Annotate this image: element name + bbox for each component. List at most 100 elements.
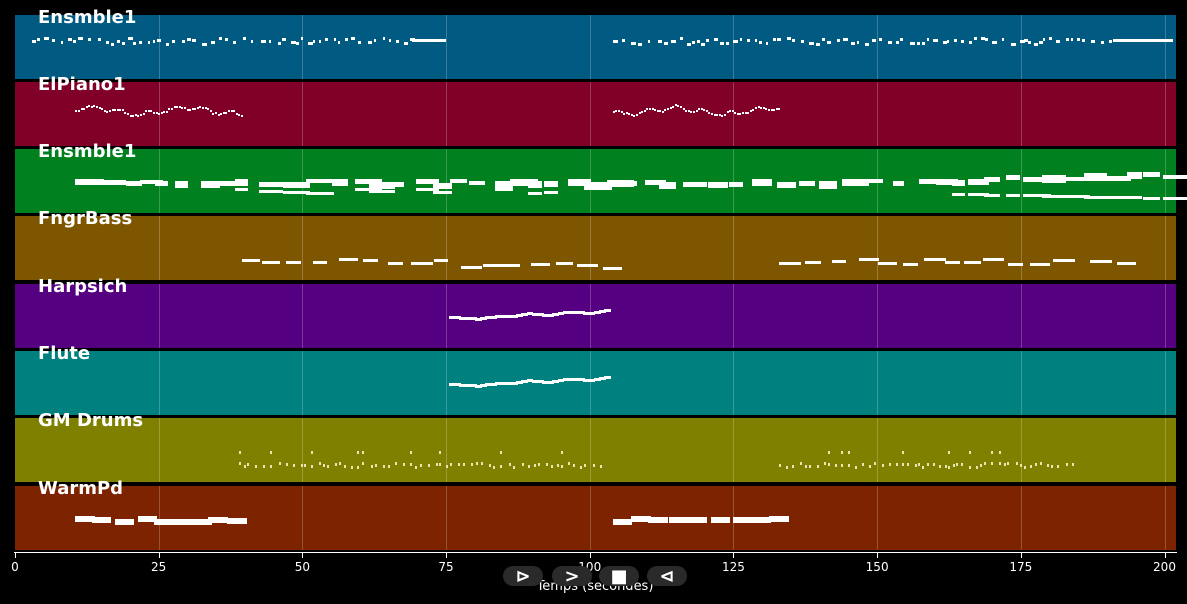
note xyxy=(1010,43,1016,46)
note xyxy=(900,38,904,41)
drum-hit xyxy=(873,462,876,465)
note xyxy=(628,112,631,115)
note xyxy=(1106,195,1131,199)
note xyxy=(630,113,633,116)
note xyxy=(567,310,575,314)
note xyxy=(262,261,281,264)
axis-tick-label: 75 xyxy=(438,560,454,574)
drum-hit xyxy=(567,462,570,465)
drum-hit xyxy=(1029,465,1032,468)
gridline xyxy=(877,351,879,415)
note xyxy=(354,188,382,191)
note xyxy=(1053,259,1075,262)
note xyxy=(752,109,755,112)
drum-hit xyxy=(902,451,905,454)
note xyxy=(721,114,724,117)
note xyxy=(454,316,461,320)
note xyxy=(680,37,684,40)
note xyxy=(1034,43,1039,46)
note xyxy=(204,107,207,110)
drum-hit xyxy=(270,465,273,468)
note xyxy=(110,180,127,185)
note xyxy=(766,42,769,45)
gridline xyxy=(302,284,304,348)
drum-hit xyxy=(534,464,537,467)
note xyxy=(691,41,695,44)
drum-hit xyxy=(500,465,503,468)
note xyxy=(661,110,664,113)
note xyxy=(767,108,770,111)
note xyxy=(983,258,1005,261)
note xyxy=(1126,171,1143,179)
drum-hit xyxy=(262,465,265,468)
gridline xyxy=(589,486,591,550)
rewind-icon[interactable]: ⊲ xyxy=(647,566,687,587)
note xyxy=(1081,39,1085,42)
note xyxy=(388,39,391,42)
note xyxy=(1109,40,1113,43)
note xyxy=(1023,39,1028,42)
note xyxy=(139,180,164,184)
note xyxy=(531,312,539,316)
drum-hit xyxy=(439,451,442,454)
note xyxy=(619,181,637,186)
note xyxy=(468,181,485,185)
note xyxy=(483,264,504,267)
note xyxy=(1056,40,1061,43)
stop-icon[interactable]: ■ xyxy=(599,566,639,587)
note xyxy=(521,380,529,384)
note xyxy=(127,37,133,40)
gridline xyxy=(446,351,448,415)
note xyxy=(124,111,127,114)
gridline xyxy=(446,15,448,79)
note xyxy=(542,380,549,384)
note xyxy=(500,382,508,386)
gridline xyxy=(302,216,304,280)
note xyxy=(917,42,921,45)
gridline xyxy=(589,15,591,79)
note xyxy=(516,381,524,385)
note xyxy=(557,378,565,382)
note xyxy=(723,113,726,116)
note xyxy=(459,383,467,387)
gridline xyxy=(1164,418,1166,482)
note xyxy=(158,112,161,115)
drum-hit xyxy=(854,466,857,469)
drum-hit xyxy=(847,451,850,454)
drum-hit xyxy=(809,465,812,468)
drum-hit xyxy=(592,464,595,467)
note xyxy=(927,38,930,41)
note xyxy=(747,39,751,42)
note xyxy=(657,40,662,43)
note xyxy=(165,43,169,46)
note xyxy=(703,109,706,112)
gridline xyxy=(158,351,160,415)
drum-hit xyxy=(550,465,553,468)
gridline xyxy=(1020,216,1022,280)
note xyxy=(464,384,472,388)
forward-icon[interactable]: > xyxy=(552,566,592,587)
note xyxy=(669,106,672,109)
drum-hit xyxy=(278,462,281,465)
note xyxy=(567,377,575,381)
note xyxy=(754,39,757,42)
axis-tick xyxy=(302,552,304,558)
drum-hit xyxy=(827,463,830,466)
note xyxy=(557,311,565,315)
note xyxy=(631,516,652,522)
note xyxy=(85,105,88,108)
axis-tick xyxy=(877,552,879,558)
note xyxy=(1005,175,1020,180)
note xyxy=(1022,176,1051,182)
note xyxy=(432,183,452,189)
note xyxy=(1039,41,1044,44)
note xyxy=(777,38,782,41)
note xyxy=(521,313,529,317)
play-icon[interactable]: ⊳ xyxy=(503,566,543,587)
note xyxy=(233,41,237,44)
note xyxy=(651,107,654,110)
note xyxy=(531,379,539,383)
note xyxy=(215,112,217,115)
note xyxy=(152,111,155,114)
note xyxy=(121,42,125,45)
